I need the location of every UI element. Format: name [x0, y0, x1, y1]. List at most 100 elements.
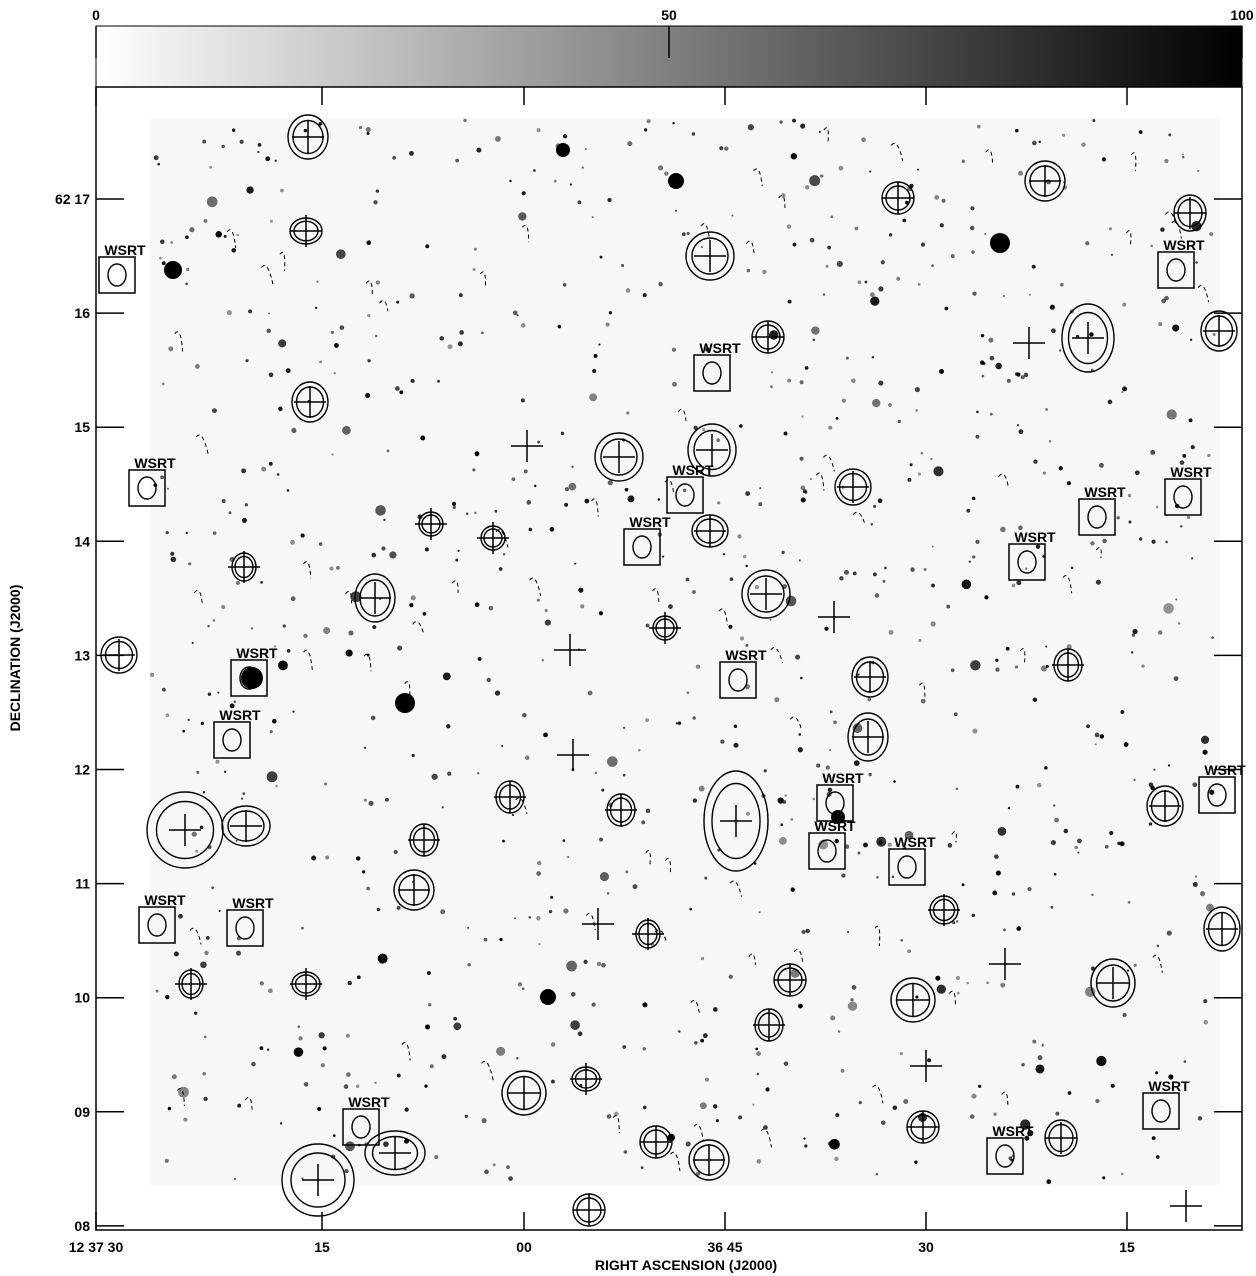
source	[1077, 839, 1082, 844]
source	[1077, 851, 1079, 853]
source	[455, 559, 458, 562]
source	[931, 264, 934, 267]
source	[578, 588, 583, 593]
source	[992, 891, 997, 896]
source	[458, 341, 463, 346]
source	[1117, 516, 1120, 519]
source	[522, 987, 525, 990]
source	[827, 246, 831, 250]
source	[168, 346, 173, 351]
source	[1135, 470, 1140, 475]
source	[270, 730, 273, 733]
source	[932, 546, 934, 548]
source	[570, 1020, 580, 1030]
source	[970, 206, 974, 210]
source	[562, 839, 565, 842]
source	[641, 1166, 644, 1169]
source	[260, 1046, 264, 1050]
source	[425, 547, 429, 551]
source	[838, 1030, 840, 1032]
source	[784, 1061, 788, 1065]
source	[234, 1178, 236, 1180]
source	[733, 743, 738, 748]
source	[898, 420, 901, 423]
source	[737, 534, 741, 538]
source	[396, 301, 399, 304]
source	[859, 1101, 862, 1104]
source	[915, 387, 920, 392]
source	[777, 797, 783, 803]
source	[1051, 840, 1056, 845]
source	[1091, 893, 1094, 896]
source	[1197, 170, 1199, 172]
source	[571, 992, 576, 997]
source	[357, 975, 361, 979]
source	[269, 372, 274, 377]
source	[221, 145, 224, 148]
source	[371, 716, 376, 721]
source	[342, 426, 351, 435]
source	[835, 1113, 839, 1117]
source	[364, 799, 367, 802]
source	[266, 329, 270, 333]
source	[245, 503, 248, 506]
source	[878, 381, 883, 386]
source	[980, 360, 984, 364]
source	[972, 292, 976, 296]
source	[321, 1063, 325, 1067]
source	[869, 171, 871, 173]
source	[1086, 724, 1090, 728]
source	[428, 1003, 432, 1007]
source	[1164, 159, 1168, 163]
source	[280, 1122, 282, 1124]
source	[186, 532, 188, 534]
source	[682, 232, 686, 236]
source	[237, 1104, 241, 1108]
source	[601, 963, 606, 968]
source	[375, 505, 386, 516]
source	[311, 855, 316, 860]
source	[962, 580, 972, 590]
source	[921, 452, 924, 455]
source	[645, 718, 649, 722]
source	[1017, 424, 1019, 426]
source	[748, 124, 754, 130]
source	[888, 403, 892, 407]
source	[1042, 1045, 1044, 1047]
source	[1111, 254, 1113, 256]
source	[1203, 999, 1207, 1003]
source	[159, 257, 162, 260]
source	[1060, 283, 1064, 287]
source	[1029, 294, 1031, 296]
source	[1204, 1020, 1208, 1024]
source	[937, 985, 946, 994]
source	[453, 506, 456, 509]
source	[865, 281, 868, 284]
source	[346, 1072, 351, 1077]
source	[1021, 1063, 1024, 1066]
source	[918, 283, 921, 286]
source	[528, 916, 531, 919]
source	[425, 244, 429, 248]
source	[810, 238, 815, 243]
source	[447, 772, 451, 776]
source	[1051, 328, 1056, 333]
source	[747, 269, 751, 273]
source	[348, 981, 352, 985]
source	[1099, 463, 1104, 468]
source	[538, 943, 540, 945]
source	[516, 1057, 518, 1059]
source	[918, 473, 921, 476]
source	[676, 722, 678, 724]
source	[1003, 929, 1006, 932]
source	[165, 995, 169, 999]
source	[1193, 882, 1198, 887]
source	[975, 540, 979, 544]
source	[487, 678, 491, 682]
source	[241, 468, 246, 473]
source	[658, 165, 663, 170]
source	[478, 657, 482, 661]
source	[956, 976, 960, 980]
source	[1120, 710, 1124, 714]
source	[467, 927, 469, 929]
